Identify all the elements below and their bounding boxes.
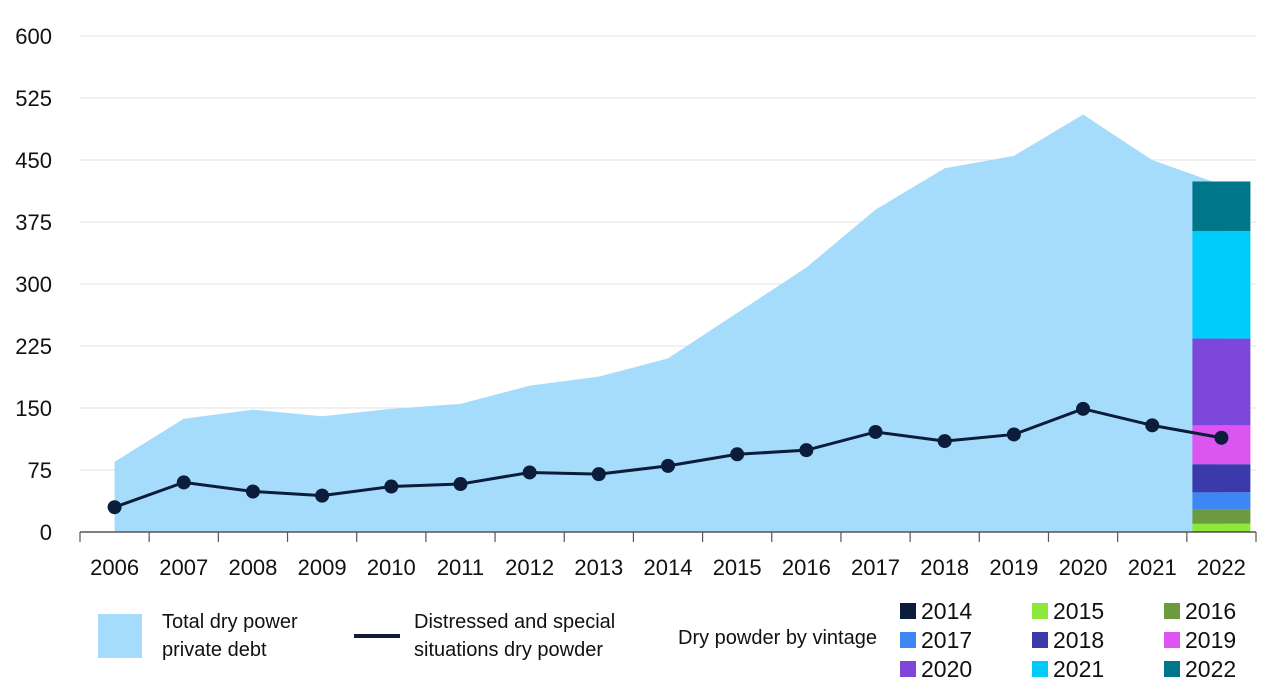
y-tick-label: 525 — [15, 86, 52, 111]
line-point — [1076, 401, 1091, 416]
y-tick-label: 300 — [15, 272, 52, 297]
x-tick-label: 2006 — [90, 555, 139, 580]
vintage-swatch-2014 — [900, 603, 916, 619]
area-layer — [114, 114, 1222, 533]
x-tick-label: 2012 — [505, 555, 554, 580]
line-point — [661, 458, 675, 473]
axes — [79, 531, 1257, 542]
bar-segment-2017 — [1192, 492, 1251, 510]
x-tick-label: 2011 — [437, 555, 484, 580]
line-point — [868, 424, 883, 439]
y-tick-label: 450 — [15, 148, 52, 173]
bar-segment-2021 — [1192, 231, 1251, 339]
x-tick-label: 2008 — [228, 555, 277, 580]
x-tick-label: 2015 — [713, 555, 762, 580]
line-point — [1214, 430, 1229, 445]
gridlines — [80, 35, 1256, 471]
vintage-swatch-2018 — [1032, 632, 1048, 648]
vintage-legend-items: 2014 2015 2016 2017 2018 2019 2020 2021 2022 — [900, 598, 1236, 682]
vintage-legend-title: Dry powder by vintage — [678, 627, 877, 649]
vintage-swatch-2020 — [900, 661, 916, 677]
vintage-label-2020: 2020 — [921, 656, 972, 682]
bar-segment-2022 — [1192, 181, 1251, 232]
x-tick-label: 2014 — [644, 555, 693, 580]
line-point — [1145, 418, 1160, 433]
line-point — [591, 467, 606, 482]
x-tick-label: 2019 — [989, 555, 1038, 580]
legend-area-label: Total dry power private debt — [162, 611, 303, 661]
legend: Total dry power private debt Distressed … — [98, 598, 1236, 682]
total-dry-powder-area — [114, 114, 1222, 533]
line-point — [315, 488, 330, 503]
vintage-swatch-2019 — [1164, 632, 1180, 648]
vintage-label-2022: 2022 — [1185, 656, 1236, 682]
x-tick-label: 2010 — [367, 555, 416, 580]
y-tick-labels: 0 75 150 225 300 375 450 525 600 — [15, 24, 52, 545]
x-tick-label: 2009 — [298, 555, 347, 580]
x-tick-label: 2018 — [920, 555, 969, 580]
x-tick-label: 2013 — [574, 555, 623, 580]
y-tick-label: 75 — [28, 458, 52, 483]
line-point — [176, 475, 191, 490]
vintage-swatch-2021 — [1032, 661, 1048, 677]
x-tick-labels: 2006 2007 2008 2009 2010 2011 2012 2013 2014 2015… — [90, 555, 1246, 580]
line-point — [107, 500, 122, 515]
vintage-stacked-bar — [1192, 181, 1251, 532]
vintage-label-2016: 2016 — [1185, 598, 1236, 624]
line-point — [245, 484, 260, 499]
line-point — [730, 447, 745, 462]
y-tick-label: 375 — [15, 210, 52, 235]
y-tick-label: 600 — [15, 24, 52, 49]
y-tick-label: 225 — [15, 334, 52, 359]
vintage-label-2018: 2018 — [1053, 627, 1104, 653]
x-tick-label: 2021 — [1128, 555, 1177, 580]
x-tick-label: 2020 — [1059, 555, 1108, 580]
line-point — [453, 477, 468, 492]
x-tick-label: 2017 — [851, 555, 900, 580]
line-point — [937, 434, 952, 449]
bar-segment-2015 — [1192, 523, 1251, 532]
y-tick-label: 150 — [15, 396, 52, 421]
vintage-swatch-2015 — [1032, 603, 1048, 619]
vintage-swatch-2017 — [900, 632, 916, 648]
y-tick-label: 0 — [40, 520, 52, 545]
bar-segment-2018 — [1192, 464, 1251, 493]
x-tick-label: 2016 — [782, 555, 831, 580]
x-tick-label: 2022 — [1197, 555, 1246, 580]
line-point — [522, 465, 537, 480]
line-point — [799, 443, 814, 458]
vintage-label-2019: 2019 — [1185, 627, 1236, 653]
vintage-label-2014: 2014 — [921, 598, 972, 624]
distressed-points — [107, 401, 1229, 515]
vintage-label-2015: 2015 — [1053, 598, 1104, 624]
x-tick-label: 2007 — [159, 555, 208, 580]
bar-segment-2016 — [1192, 509, 1251, 524]
vintage-swatch-2016 — [1164, 603, 1180, 619]
bar-segment-2020 — [1192, 338, 1251, 426]
legend-line-label: Distressed and special situations dry po… — [414, 611, 621, 661]
line-point — [384, 479, 399, 494]
vintage-label-2021: 2021 — [1053, 656, 1104, 682]
line-point — [1006, 427, 1021, 442]
legend-area-swatch — [98, 614, 142, 658]
vintage-label-2017: 2017 — [921, 627, 972, 653]
vintage-swatch-2022 — [1164, 661, 1180, 677]
